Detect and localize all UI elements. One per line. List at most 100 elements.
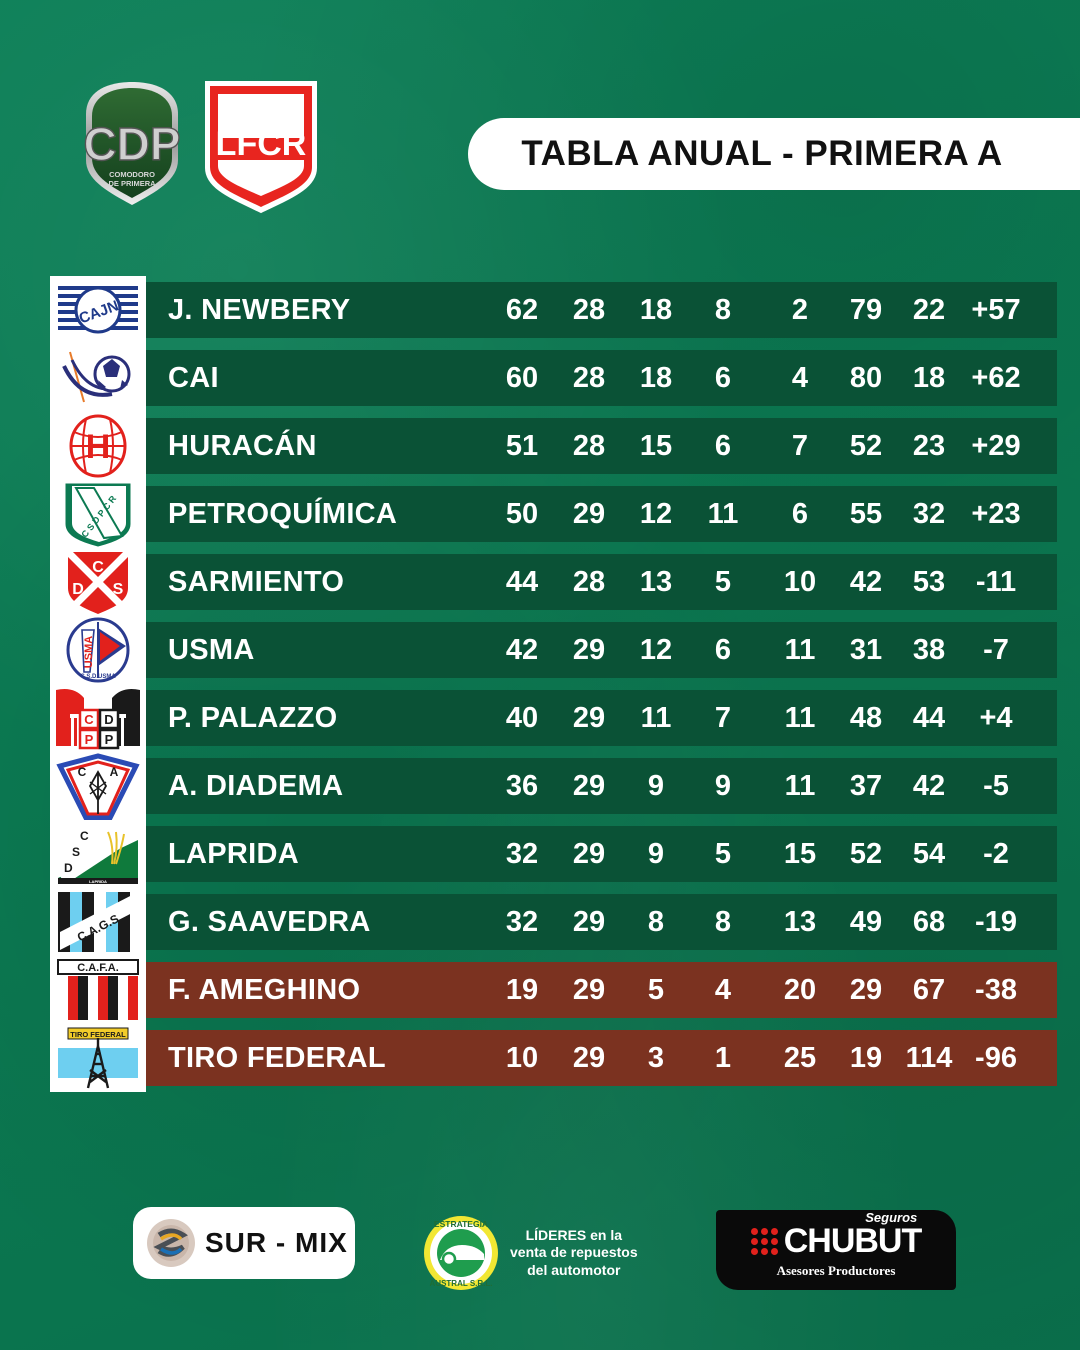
team-name: HURACÁN: [168, 429, 317, 462]
svg-text:COMODORO: COMODORO: [109, 170, 155, 179]
table-row[interactable]: TIRO FEDERAL TIRO FEDERAL 10 29 3 1 25 19 114 -9…: [50, 1024, 1057, 1092]
svg-text:C.S.D.USMA: C.S.D.USMA: [80, 674, 116, 680]
team-name: LAPRIDA: [168, 837, 299, 870]
cell-gf: 19: [849, 1041, 883, 1074]
team-name: J. NEWBERY: [168, 293, 351, 326]
cell-pp: 6: [791, 497, 809, 530]
petroquimica-crest: C S D P C R: [50, 480, 146, 548]
table-row[interactable]: CAI 60 28 18 6 4 80 18 +62: [50, 344, 1057, 412]
cell-pe: 9: [714, 769, 732, 802]
cell-pts: 50: [505, 497, 539, 530]
chubut-seguros-label: Seguros: [865, 1209, 918, 1225]
cell-pg: 12: [639, 633, 673, 666]
svg-text:C: C: [84, 712, 94, 727]
tirofederal-crest: TIRO FEDERAL: [50, 1024, 146, 1092]
cell-pg: 13: [639, 565, 673, 598]
svg-text:C: C: [80, 829, 89, 843]
team-name: USMA: [168, 633, 255, 666]
cell-gc: 18: [912, 361, 946, 394]
cell-gc: 44: [912, 701, 946, 734]
cell-dif: -19: [975, 905, 1017, 938]
svg-text:H: H: [86, 428, 111, 466]
cell-pts: 10: [505, 1041, 539, 1074]
table-row[interactable]: C D P P P. PALAZZO 40 29 11 7 11 48 44 +4: [50, 684, 1057, 752]
table-row[interactable]: H HURACÁN 51 28 15 6 7 52 23 +29: [50, 412, 1057, 480]
cell-pg: 11: [640, 701, 672, 734]
cell-gf: 52: [849, 837, 883, 870]
cell-dif: +4: [979, 701, 1013, 734]
estrategia-line3: del automotor: [527, 1261, 621, 1278]
sur-mix-logo-icon: [147, 1219, 195, 1267]
cell-pts: 32: [505, 837, 539, 870]
table-row[interactable]: USMA C.S.D.USMA USMA 42 29 12 6 11 31 38 -7: [50, 616, 1057, 684]
svg-text:DE PRIMERA: DE PRIMERA: [108, 179, 156, 188]
cell-pj: 29: [572, 701, 606, 734]
cell-pts: 51: [505, 429, 539, 462]
page-title: TABLA ANUAL - PRIMERA A: [468, 118, 1080, 190]
cell-pj: 28: [572, 429, 606, 462]
table-row[interactable]: CAJN J. NEWBERY 62 28 18 8 2 79 22 +57: [50, 276, 1057, 344]
estrategia-line1: LÍDERES en la: [525, 1226, 623, 1243]
cell-pj: 29: [572, 905, 606, 938]
cell-pp: 20: [783, 973, 817, 1006]
cell-pg: 5: [647, 973, 665, 1006]
team-name: G. SAAVEDRA: [168, 905, 371, 938]
table-row[interactable]: C.A.G.S G. SAAVEDRA 32 29 8 8 13 49 68 -19: [50, 888, 1057, 956]
cell-pp: 15: [783, 837, 817, 870]
cell-pj: 28: [572, 565, 606, 598]
cell-pg: 18: [639, 361, 673, 394]
cell-pj: 28: [572, 293, 606, 326]
cell-pe: 11: [707, 497, 739, 530]
svg-text:D: D: [104, 712, 113, 727]
cell-pp: 25: [783, 1041, 817, 1074]
table-row[interactable]: C S D P C R PETROQUÍMICA 50 29 12 11 6 55 32 +23: [50, 480, 1057, 548]
chubut-dots-icon: [750, 1227, 778, 1255]
cell-gf: 37: [849, 769, 883, 802]
header: CDP COMODORO DE PRIMERA LFCR TABLA ANUAL…: [0, 0, 1080, 240]
cell-gc: 38: [912, 633, 946, 666]
cell-dif: -96: [975, 1041, 1017, 1074]
cell-pp: 4: [791, 361, 809, 394]
svg-text:D: D: [72, 581, 84, 598]
cell-dif: -2: [983, 837, 1009, 870]
sur-mix-label: SUR - MIX: [205, 1227, 348, 1258]
sponsor-sur-mix[interactable]: SUR - MIX: [133, 1207, 355, 1279]
team-name: SARMIENTO: [168, 565, 345, 598]
table-row[interactable]: C A A. DIADEMA 36 29 9 9 11 37 42 -5: [50, 752, 1057, 820]
cell-pj: 29: [572, 497, 606, 530]
chubut-name: CHUBUT: [783, 1221, 923, 1260]
svg-text:C: C: [78, 765, 87, 779]
cell-gf: 42: [849, 565, 883, 598]
ameghino-crest: C.A.F.A.: [50, 956, 146, 1024]
table-row[interactable]: C D S SARMIENTO 44 28 13 5 10 42 53 -11: [50, 548, 1057, 616]
cell-pg: 9: [647, 837, 665, 870]
cell-pts: 36: [505, 769, 539, 802]
svg-text:TIRO FEDERAL: TIRO FEDERAL: [70, 1030, 126, 1039]
cell-dif: +23: [971, 497, 1021, 530]
estrategia-line2: venta de repuestos: [510, 1244, 638, 1261]
cell-pe: 8: [714, 293, 732, 326]
team-name: PETROQUÍMICA: [168, 497, 398, 530]
team-name: F. AMEGHINO: [168, 973, 361, 1006]
cell-pe: 1: [714, 1041, 732, 1074]
cell-pe: 6: [714, 633, 732, 666]
cajn-crest: CAJN: [50, 276, 146, 344]
saavedra-crest: C.A.G.S: [50, 888, 146, 956]
table-row[interactable]: C.A.F.A. F. AMEGHINO 19 29 5 4 20 29 67 -38: [50, 956, 1057, 1024]
cell-pj: 29: [572, 633, 606, 666]
sponsor-seguros-chubut[interactable]: Seguros CHUBUT Asesores Productores: [716, 1210, 956, 1290]
cdp-crest: CDP COMODORO DE PRIMERA: [68, 74, 196, 209]
svg-text:AUSTRAL S.R.L.: AUSTRAL S.R.L.: [430, 1279, 493, 1288]
sponsor-estrategia-austral[interactable]: ESTRATEGIA AUSTRAL S.R.L. LÍDERES en la …: [422, 1213, 660, 1293]
chubut-subtitle: Asesores Productores: [776, 1262, 896, 1278]
cell-gc: 54: [912, 837, 946, 870]
svg-text:CDP: CDP: [83, 118, 180, 170]
usma-crest: USMA C.S.D.USMA: [50, 616, 146, 684]
cell-gc: 32: [912, 497, 946, 530]
cell-gc: 42: [912, 769, 946, 802]
table-row[interactable]: C S D LAPRIDA LAPRIDA 32 29 9 5 15 52 54 -2: [50, 820, 1057, 888]
sarmiento-crest: C D S: [50, 548, 146, 616]
cell-gc: 22: [912, 293, 946, 326]
cell-pe: 8: [714, 905, 732, 938]
